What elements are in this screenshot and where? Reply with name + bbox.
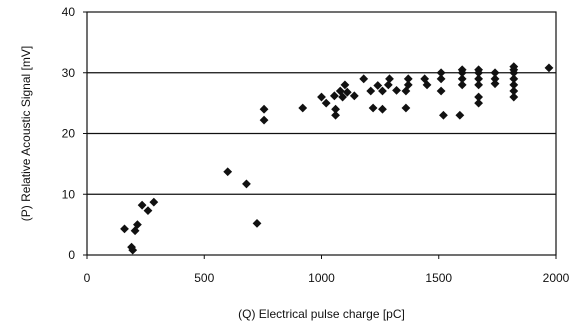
data-point (509, 92, 519, 102)
data-point (128, 245, 138, 255)
data-point (392, 85, 401, 95)
data-point (455, 110, 465, 120)
data-point (130, 226, 140, 236)
y-axis-label: (P) Relative Acoustic Signal [mV] (19, 46, 33, 221)
data-point (368, 103, 378, 113)
data-points (120, 62, 554, 255)
data-point (509, 74, 519, 84)
x-tick-label: 500 (194, 271, 214, 285)
data-point (137, 200, 147, 210)
data-point (349, 91, 359, 101)
x-tick-label: 2000 (543, 271, 570, 285)
data-point (474, 92, 484, 102)
data-point (329, 91, 339, 101)
x-tick-label: 1500 (425, 271, 452, 285)
data-point (403, 74, 413, 84)
data-point (223, 167, 233, 177)
data-point (338, 92, 348, 102)
data-point (366, 86, 376, 96)
data-point (259, 104, 269, 114)
data-point (457, 80, 467, 90)
data-point (490, 79, 500, 89)
data-point (420, 74, 430, 84)
data-point (401, 103, 411, 113)
y-tick-label: 40 (62, 5, 76, 19)
y-tick-label: 0 (68, 248, 75, 262)
data-point (457, 65, 467, 75)
data-point (298, 103, 308, 113)
data-point (383, 80, 393, 90)
data-point (143, 206, 153, 216)
data-point (544, 63, 554, 73)
data-point (385, 74, 394, 84)
data-point (378, 104, 387, 114)
data-point (509, 86, 519, 96)
x-tick-label: 0 (84, 271, 91, 285)
y-tick-label: 10 (62, 187, 76, 201)
data-point (436, 74, 446, 84)
data-point (474, 98, 484, 108)
data-point (509, 68, 519, 78)
data-point (378, 86, 387, 96)
data-point (317, 92, 326, 102)
x-axis-label: (Q) Electrical pulse charge [pC] (238, 307, 405, 321)
axis-ticks: 0 10 20 30 40 0 500 1000 1500 2000 (62, 5, 570, 285)
x-tick-label: 1000 (308, 271, 335, 285)
y-tick-label: 30 (62, 66, 76, 80)
data-point (133, 220, 142, 230)
data-point (242, 179, 251, 189)
data-point (474, 74, 484, 84)
data-point (149, 197, 159, 207)
data-point (422, 80, 432, 90)
data-point (474, 68, 484, 78)
data-point (457, 74, 467, 84)
data-point (490, 74, 500, 84)
data-point (252, 219, 262, 228)
data-point (439, 110, 448, 120)
data-point (359, 74, 369, 84)
data-point (490, 68, 500, 78)
data-point (259, 115, 269, 125)
data-point (403, 80, 413, 90)
data-point (373, 81, 383, 90)
data-point (120, 224, 129, 234)
data-point (321, 98, 331, 108)
data-point (509, 80, 519, 90)
y-tick-label: 20 (62, 127, 76, 141)
data-point (342, 87, 352, 97)
data-point (340, 80, 350, 90)
data-point (331, 104, 340, 114)
data-point (474, 80, 484, 90)
data-point (436, 68, 446, 78)
data-point (331, 110, 340, 120)
data-point (436, 86, 446, 96)
